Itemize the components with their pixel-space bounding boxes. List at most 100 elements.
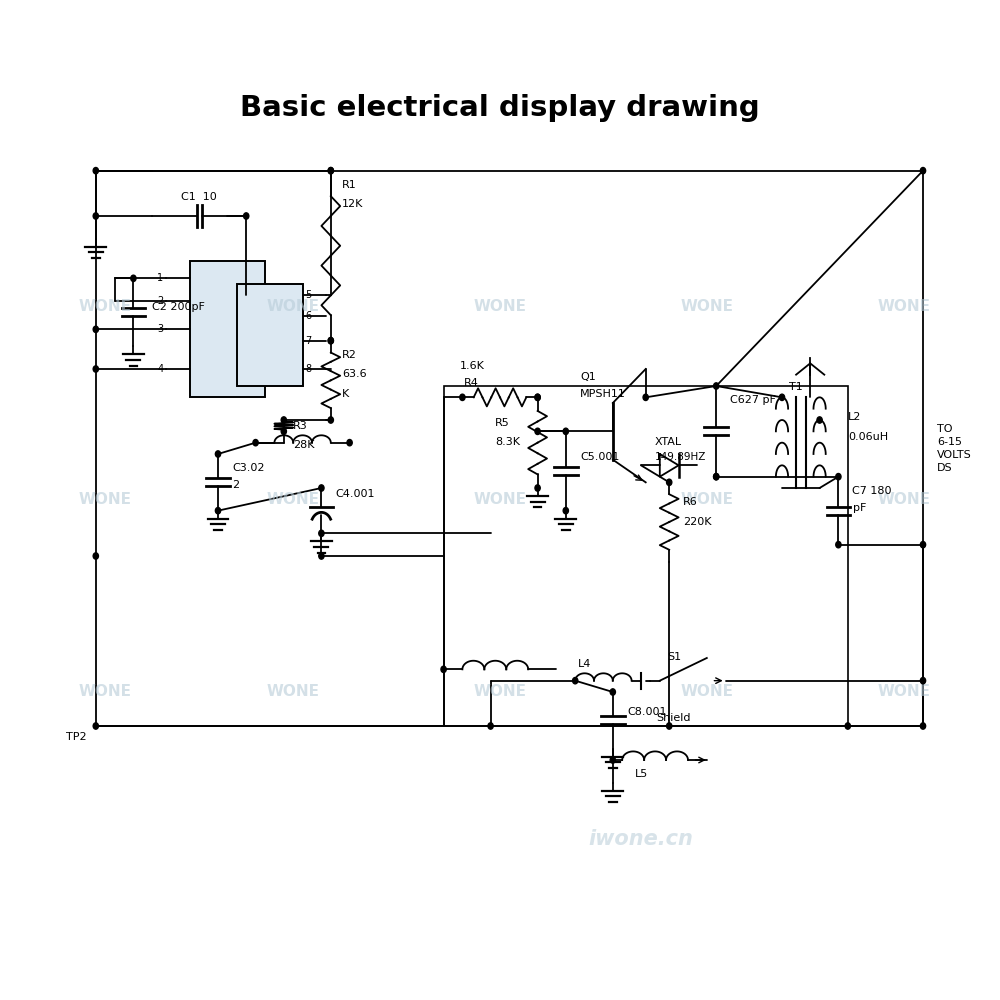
Text: WONE: WONE: [79, 299, 132, 314]
Text: 0.06uH: 0.06uH: [848, 432, 888, 442]
Circle shape: [215, 507, 221, 514]
Text: C2 200pF: C2 200pF: [152, 302, 205, 312]
Circle shape: [667, 723, 672, 729]
Text: T1: T1: [789, 382, 803, 392]
Circle shape: [319, 553, 324, 559]
Text: WONE: WONE: [79, 684, 132, 700]
Circle shape: [93, 167, 98, 174]
Circle shape: [535, 394, 540, 401]
Circle shape: [920, 167, 926, 174]
Text: 1: 1: [157, 273, 163, 283]
Circle shape: [779, 394, 785, 401]
Text: 6: 6: [305, 311, 312, 321]
Circle shape: [93, 723, 98, 729]
Text: WONE: WONE: [680, 684, 733, 700]
Text: C4.001: C4.001: [336, 489, 375, 499]
Circle shape: [714, 383, 719, 389]
Circle shape: [93, 366, 98, 372]
Text: 63.6: 63.6: [342, 369, 367, 379]
Circle shape: [535, 428, 540, 435]
Text: WONE: WONE: [474, 492, 526, 507]
Text: TP2: TP2: [66, 732, 86, 742]
Text: S1: S1: [667, 652, 681, 662]
Circle shape: [328, 417, 333, 423]
Circle shape: [667, 479, 672, 486]
Circle shape: [281, 428, 286, 435]
Circle shape: [845, 723, 850, 729]
Circle shape: [93, 326, 98, 333]
Text: R5: R5: [495, 418, 510, 428]
Text: MPSH11: MPSH11: [580, 389, 626, 399]
Text: 149.89HZ: 149.89HZ: [655, 452, 706, 462]
Bar: [237, 284, 303, 386]
Circle shape: [93, 553, 98, 559]
Text: 5: 5: [305, 290, 312, 300]
Circle shape: [610, 689, 615, 695]
Circle shape: [535, 485, 540, 491]
Circle shape: [460, 394, 465, 401]
Text: C8.001: C8.001: [627, 707, 666, 717]
Circle shape: [347, 439, 352, 446]
Circle shape: [441, 666, 446, 673]
Text: XTAL: XTAL: [655, 437, 682, 447]
Text: TO
6-15
VOLTS
DS: TO 6-15 VOLTS DS: [937, 424, 972, 473]
Text: 7: 7: [305, 336, 312, 346]
Text: 2: 2: [157, 296, 163, 306]
Circle shape: [535, 394, 540, 401]
Text: WONE: WONE: [878, 684, 931, 700]
Circle shape: [610, 757, 615, 763]
Circle shape: [328, 337, 333, 344]
Circle shape: [643, 394, 648, 401]
Text: K: K: [342, 389, 349, 399]
Circle shape: [836, 473, 841, 480]
Text: R4: R4: [464, 378, 479, 388]
Circle shape: [253, 439, 258, 446]
Circle shape: [563, 507, 568, 514]
Text: C7 180: C7 180: [852, 486, 892, 496]
Text: R3: R3: [293, 421, 308, 431]
Text: C5.001: C5.001: [580, 452, 619, 462]
Text: pF: pF: [852, 503, 866, 513]
Text: WONE: WONE: [680, 299, 733, 314]
Circle shape: [328, 337, 333, 344]
Text: WONE: WONE: [680, 492, 733, 507]
Circle shape: [836, 541, 841, 548]
Text: WONE: WONE: [79, 492, 132, 507]
Text: 28K: 28K: [293, 440, 315, 450]
Circle shape: [319, 485, 324, 491]
Text: WONE: WONE: [878, 492, 931, 507]
Circle shape: [817, 417, 822, 423]
Text: R1: R1: [342, 180, 357, 190]
Text: 4: 4: [157, 364, 163, 374]
Circle shape: [920, 541, 926, 548]
Text: R2: R2: [342, 350, 357, 360]
Bar: [190, 261, 265, 397]
Text: 12K: 12K: [342, 199, 363, 209]
Text: C1  10: C1 10: [181, 192, 217, 202]
Circle shape: [328, 167, 333, 174]
Text: WONE: WONE: [267, 492, 320, 507]
Text: 1.6K: 1.6K: [459, 361, 484, 371]
Text: 8: 8: [305, 364, 312, 374]
Text: Shield: Shield: [657, 713, 691, 723]
Text: L2: L2: [848, 412, 861, 422]
Circle shape: [488, 723, 493, 729]
Text: iwone.cn: iwone.cn: [589, 829, 693, 849]
Circle shape: [573, 677, 578, 684]
Text: 2: 2: [232, 480, 239, 490]
Circle shape: [920, 677, 926, 684]
Text: 220K: 220K: [683, 517, 712, 527]
Text: L4: L4: [578, 659, 591, 669]
Circle shape: [244, 213, 249, 219]
Text: Basic electrical display drawing: Basic electrical display drawing: [240, 94, 760, 122]
Text: WONE: WONE: [878, 299, 931, 314]
Text: WONE: WONE: [474, 684, 526, 700]
Text: C3.02: C3.02: [232, 463, 265, 473]
Text: L5: L5: [634, 769, 648, 779]
Text: WONE: WONE: [474, 299, 526, 314]
Text: R6: R6: [683, 497, 698, 507]
Text: C627 pF: C627 pF: [730, 395, 776, 405]
Bar: [444, 386, 848, 726]
Circle shape: [714, 473, 719, 480]
Circle shape: [563, 428, 568, 435]
